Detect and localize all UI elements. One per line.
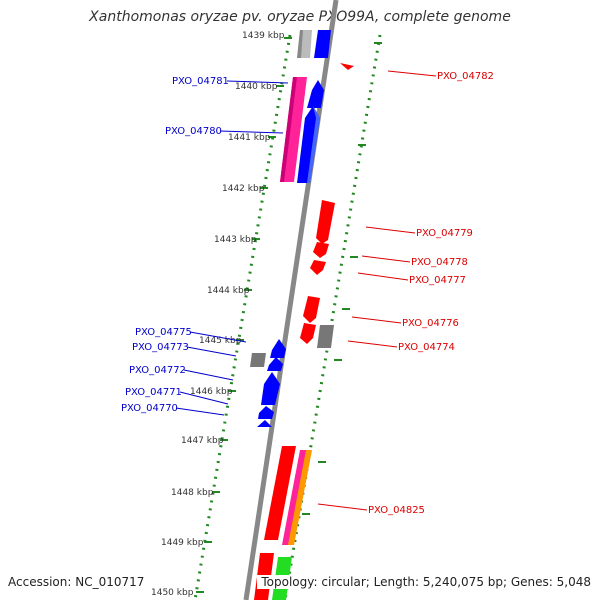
plus-cds	[314, 30, 331, 58]
right-gene-labels: PXO_04782 PXO_04779 PXO_04778 PXO_04777 …	[317, 70, 494, 516]
gene-label: PXO_04772	[129, 365, 186, 376]
topology-text: Topology: circular; Length: 5,240,075 bp…	[257, 575, 591, 589]
map-title: Xanthomonas oryzae pv. oryzae PXO99A, co…	[89, 9, 511, 25]
kbp-label: 1440 kbp	[235, 82, 278, 92]
kbp-label: 1444 kbp	[207, 286, 250, 296]
minus-cds-arrow	[310, 260, 326, 275]
gene-label: PXO_04825	[368, 505, 425, 516]
gene-label: PXO_04777	[409, 275, 466, 286]
kbp-label: 1446 kbp	[190, 387, 233, 397]
orange-feature	[288, 450, 312, 545]
plus-cds-arrow	[258, 406, 274, 419]
kbp-label: 1445 kbp	[199, 336, 242, 346]
gene-label: PXO_04770	[121, 403, 178, 414]
kbp-tick-marks	[196, 37, 292, 593]
gene-label: PXO_04771	[125, 387, 182, 398]
gray-feature	[250, 353, 266, 367]
plus-cds-arrow	[261, 372, 280, 405]
gene-label: PXO_04776	[402, 318, 459, 329]
minus-cds-arrow	[300, 323, 316, 344]
minus-cds-arrow	[316, 200, 335, 244]
plus-cds-arrow	[307, 80, 324, 108]
plus-cds-arrow-light	[307, 106, 320, 183]
kbp-label: 1442 kbp	[222, 184, 265, 194]
gene-label: PXO_04780	[165, 126, 222, 137]
kbp-label: 1450 kbp	[151, 588, 194, 598]
kbp-label: 1443 kbp	[214, 235, 257, 245]
kbp-label: 1447 kbp	[181, 436, 224, 446]
minus-cds	[264, 446, 296, 540]
magenta-feature-dark	[280, 77, 297, 182]
minus-cds-arrow	[313, 242, 329, 258]
gray-feature-dark	[297, 30, 303, 58]
gray-feature	[317, 325, 334, 348]
right-tick-marks	[302, 42, 382, 515]
gene-label: PXO_04782	[437, 71, 494, 82]
plus-cds-arrow	[270, 339, 286, 358]
kbp-label: 1448 kbp	[171, 488, 214, 498]
left-gene-labels: PXO_04781 PXO_04780 PXO_04775 PXO_04773 …	[121, 76, 289, 416]
gene-label: PXO_04775	[135, 327, 192, 338]
kbp-label: 1441 kbp	[228, 133, 271, 143]
gene-label: PXO_04779	[416, 228, 473, 239]
minus-cds-arrow	[340, 63, 354, 70]
minus-cds-arrow	[303, 296, 320, 323]
plus-cds-arrow	[267, 357, 283, 371]
gene-label: PXO_04774	[398, 342, 455, 353]
plus-cds-arrow	[297, 106, 320, 183]
gene-label: PXO_04773	[132, 342, 189, 353]
plus-cds-arrow	[257, 420, 272, 427]
kbp-label: 1439 kbp	[242, 31, 285, 41]
gene-label: PXO_04778	[411, 257, 468, 268]
kbp-label: 1449 kbp	[161, 538, 204, 548]
accession-text: Accession: NC_010717	[8, 575, 145, 589]
gene-label: PXO_04781	[172, 76, 229, 87]
